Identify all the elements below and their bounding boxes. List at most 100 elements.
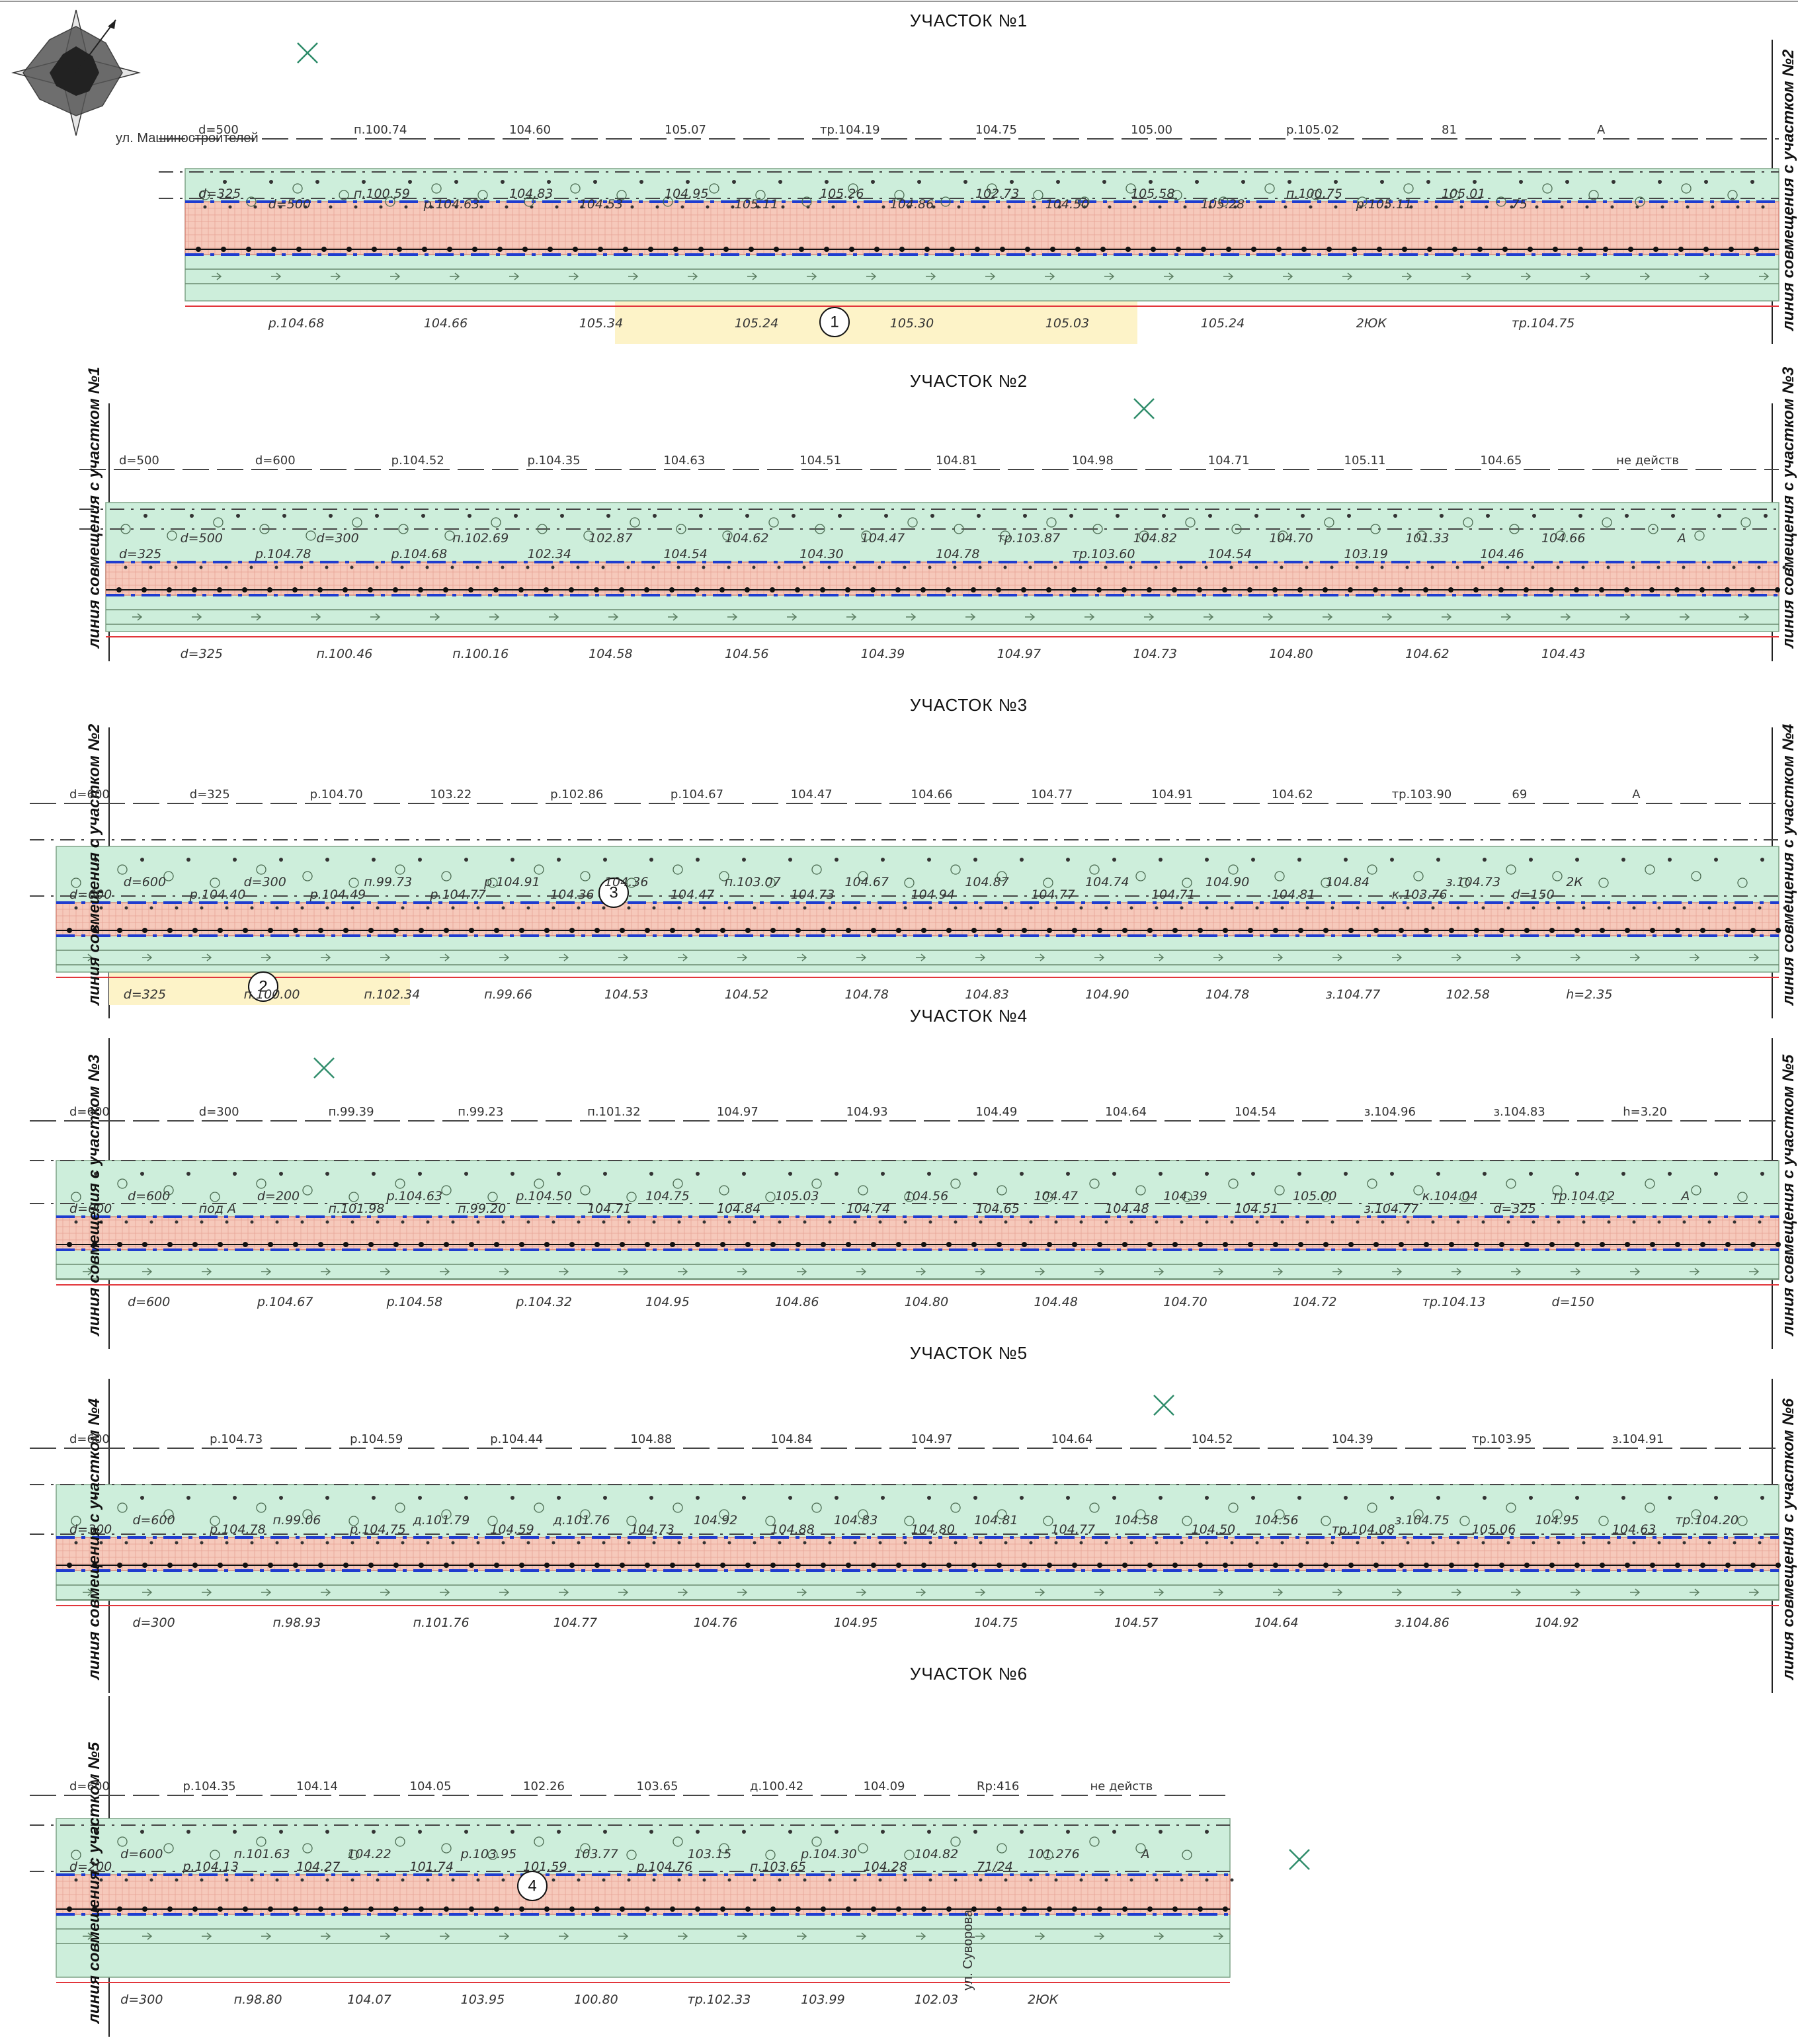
elevation-mark: р.104.13 <box>183 1860 239 1874</box>
elevation-mark: 103.77 <box>574 1847 618 1861</box>
elevation-mark: d=500 <box>119 454 159 468</box>
elevation-mark: з.104.75 <box>1395 1513 1450 1528</box>
section-5: УЧАСТОК №5 линия совмещения с участком №4… <box>30 1343 1797 1693</box>
yellow-zone <box>615 301 1137 344</box>
elevation-mark: 104.82 <box>1133 531 1176 546</box>
elevation-mark: з.104.86 <box>1395 1615 1450 1630</box>
elevation-mark: 104.74 <box>846 1202 890 1216</box>
elevation-mark: 104.83 <box>965 987 1008 1002</box>
elevation-mark: 104.39 <box>861 647 905 661</box>
elevation-mark: п.100.46 <box>316 647 372 661</box>
elevation-mark: р.104.59 <box>350 1432 403 1446</box>
elevation-mark: 104.81 <box>936 454 977 468</box>
elevation-mark: 75 <box>1512 197 1528 212</box>
elevation-mark: 104.75 <box>974 1615 1018 1630</box>
elevation-mark: 100.80 <box>574 1992 618 2007</box>
left-match-line-label: линия совмещения с участком №2 <box>85 723 103 1006</box>
elevation-mark: 104.75 <box>975 123 1017 137</box>
elevation-mark: h=3.20 <box>1623 1105 1667 1119</box>
elevation-mark: d=500 <box>268 197 311 212</box>
elevation-mark: 104.62 <box>1405 647 1449 661</box>
elevation-mark: 104.47 <box>791 788 833 801</box>
elevation-mark: 105.03 <box>775 1189 819 1204</box>
elevation-mark: п.103.07 <box>725 875 781 889</box>
elevation-mark: d=600 <box>69 1105 110 1119</box>
elevation-mark: 104.66 <box>911 788 953 801</box>
elevation-mark: 104.54 <box>663 547 707 561</box>
elevation-mark: 105.30 <box>890 316 934 331</box>
elevation-mark: 104.95 <box>645 1295 689 1309</box>
elevation-mark: 104.67 <box>845 875 889 889</box>
callout-circle <box>248 971 278 1002</box>
elevation-mark: р.104.30 <box>800 1847 857 1861</box>
elevation-mark: 104.97 <box>997 647 1041 661</box>
elevation-mark: п.99.66 <box>484 987 532 1002</box>
elevation-mark: 104.77 <box>1031 887 1075 902</box>
elevation-mark: 104.56 <box>1254 1513 1298 1528</box>
elevation-mark: 104.50 <box>1192 1522 1235 1537</box>
right-match-line-label: линия совмещения с участком №2 <box>1779 49 1797 331</box>
road-surface <box>184 201 1779 255</box>
elevation-mark: 104.95 <box>1535 1513 1578 1528</box>
elevation-mark: 104.64 <box>1051 1432 1093 1446</box>
elevation-mark: 104.70 <box>1163 1295 1207 1309</box>
elevation-mark: 2ЮК <box>1028 1992 1059 2007</box>
elevation-mark: тр.103.95 <box>1472 1432 1532 1446</box>
elevation-mark: d=500 <box>181 531 223 546</box>
callout-circle <box>819 307 850 337</box>
left-match-line-label: линия совмещения с участком №5 <box>85 1742 103 2024</box>
elevation-mark: Rp:416 <box>977 1779 1019 1793</box>
elevation-mark: п.100.75 <box>1286 186 1342 201</box>
elevation-mark: з.104.83 <box>1493 1105 1545 1119</box>
left-match-line-label: линия совмещения с участком №1 <box>85 367 103 649</box>
elevation-mark: 101.59 <box>523 1860 567 1874</box>
elevation-mark: 104.14 <box>296 1779 338 1793</box>
elevation-mark: тр.104.12 <box>1552 1189 1615 1204</box>
wind-rose-icon <box>11 9 141 136</box>
elevation-mark: р.104.76 <box>636 1860 693 1874</box>
elevation-mark: 2К <box>1566 875 1584 889</box>
elevation-mark: 105.00 <box>1293 1189 1336 1204</box>
elevation-mark: тр.104.75 <box>1512 316 1575 331</box>
elevation-mark: з.104.73 <box>1446 875 1500 889</box>
elevation-mark: А <box>1680 1189 1690 1204</box>
elevation-mark: 104.57 <box>1114 1615 1158 1630</box>
elevation-mark: тр.104.20 <box>1675 1513 1738 1528</box>
callout-circle <box>517 1871 548 1901</box>
elevation-mark: 104.65 <box>975 1202 1019 1216</box>
elevation-mark: 104.84 <box>1326 875 1369 889</box>
elevation-mark: d=325 <box>181 647 223 661</box>
elevation-mark: 104.52 <box>725 987 768 1002</box>
elevation-mark: d=300 <box>120 1992 163 2007</box>
elevation-mark: р.104.68 <box>391 547 448 561</box>
callout-number: 1 <box>830 313 838 331</box>
elevation-mark: 104.75 <box>645 1189 689 1204</box>
elevation-mark: 104.63 <box>1612 1522 1656 1537</box>
elevation-mark: п.101.32 <box>587 1105 640 1119</box>
elevation-mark: 104.59 <box>490 1522 534 1537</box>
elevation-mark: п.99.39 <box>329 1105 374 1119</box>
elevation-mark: 104.46 <box>1480 547 1524 561</box>
elevation-mark: 104.76 <box>694 1615 737 1630</box>
elevation-mark: 102.58 <box>1446 987 1489 1002</box>
elevation-mark: А <box>1140 1847 1150 1861</box>
elevation-mark: 104.84 <box>717 1202 760 1216</box>
elevation-mark: р.105.02 <box>1286 123 1339 137</box>
elevation-mark: тр.104.13 <box>1422 1295 1486 1309</box>
elevation-mark: d=200 <box>69 1860 112 1874</box>
elevation-mark: д.100.42 <box>750 1779 803 1793</box>
elevation-mark: 104.70 <box>1269 531 1313 546</box>
elevation-mark: 104.30 <box>799 547 843 561</box>
cross-marker-icon <box>297 42 318 63</box>
elevation-mark: р.104.32 <box>515 1295 572 1309</box>
elevation-mark: з.104.96 <box>1364 1105 1416 1119</box>
elevation-mark: р.104.35 <box>183 1779 236 1793</box>
elevation-mark: з.104.91 <box>1612 1432 1664 1446</box>
elevation-mark: 101.276 <box>1028 1847 1080 1861</box>
elevation-mark: р.104.58 <box>386 1295 443 1309</box>
elevation-mark: тр.104.08 <box>1332 1522 1395 1537</box>
elevation-mark: d=325 <box>198 186 241 201</box>
elevation-mark: 103.15 <box>688 1847 731 1861</box>
elevation-mark: 104.86 <box>775 1295 819 1309</box>
elevation-mark: р.104.75 <box>349 1522 406 1537</box>
